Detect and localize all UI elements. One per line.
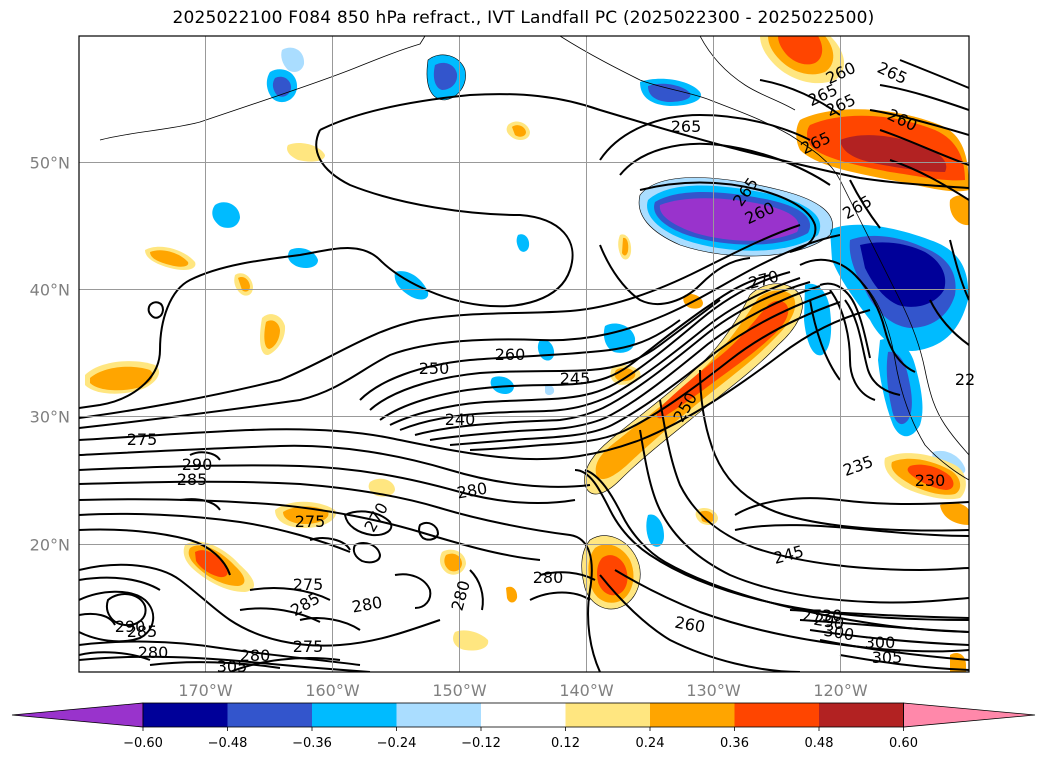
latitude-label: 40°N [30, 281, 70, 300]
latitude-label: 20°N [30, 536, 70, 555]
colorbar-segment [312, 703, 397, 727]
contour-label: 280 [240, 646, 271, 665]
contour-label: 275 [295, 512, 326, 531]
longitude-label: 160°W [305, 681, 360, 700]
contour-label: 275 [293, 575, 324, 594]
contour-label: 275 [127, 430, 158, 449]
longitude-label: 130°W [686, 681, 741, 700]
colorbar-tick-label: 0.12 [551, 736, 580, 751]
colorbar-segment [143, 703, 228, 727]
colorbar-tick-label: −0.60 [123, 736, 163, 751]
colorbar-tick-label: −0.12 [461, 736, 501, 751]
contour-label: 285 [177, 470, 208, 489]
longitude-label: 170°W [178, 681, 233, 700]
colorbar-segment [565, 703, 650, 727]
longitude-labels: 170°W 160°W 150°W 140°W 130°W 120°W [178, 681, 868, 700]
colorbar-tick-label: 0.24 [636, 736, 665, 751]
colorbar-tick-label: 0.60 [889, 736, 918, 751]
contour-label: 300 [865, 633, 896, 652]
positive-anomaly-shading [85, 36, 969, 672]
colorbar: −0.60 −0.48 −0.36 −0.24 −0.12 0.12 0.24 0.36 0.4… [11, 702, 1036, 751]
contour-label: 285 [127, 622, 158, 641]
colorbar-extend-min [11, 702, 144, 728]
contour-label: 280 [138, 643, 169, 662]
contour-label: 22 [955, 370, 975, 389]
colorbar-segment [650, 703, 735, 727]
colorbar-extend-max [903, 702, 1036, 728]
contour-label: 290 [115, 617, 146, 636]
longitude-label: 150°W [432, 681, 487, 700]
contour-label: 250 [419, 359, 450, 378]
lat-lon-grid [79, 36, 969, 672]
map-title: 2025022100 F084 850 hPa refract., IVT La… [172, 8, 875, 28]
shading-outlines [426, 54, 833, 610]
contour-label: 260 [495, 345, 526, 364]
colorbar-segment [481, 703, 566, 727]
latitude-labels: 50°N 40°N 30°N 20°N [30, 154, 70, 555]
contour-label: 230 [915, 471, 946, 490]
colorbar-segment [819, 703, 904, 727]
contour-label: 290 [182, 455, 213, 474]
colorbar-tick-label: −0.24 [377, 736, 417, 751]
colorbar-tick-label: 0.48 [805, 736, 834, 751]
contour-label: 2730 [802, 606, 843, 625]
latitude-label: 30°N [30, 408, 70, 427]
contour-label: 305 [872, 648, 903, 667]
contour-label: 305 [217, 657, 248, 676]
map-frame [78, 35, 970, 673]
colorbar-tick-label: −0.48 [208, 736, 248, 751]
contour-label: 265 [671, 117, 702, 136]
colorbar-frame [142, 702, 904, 728]
colorbar-segment [734, 703, 819, 727]
longitude-label: 120°W [813, 681, 868, 700]
longitude-label: 140°W [559, 681, 614, 700]
contour-label: 240 [445, 410, 476, 429]
colorbar-tick-label: 0.36 [720, 736, 749, 751]
coastlines [99, 36, 969, 481]
colorbar-segment [227, 703, 312, 727]
colorbar-segment [396, 703, 481, 727]
contour-label: 245 [560, 369, 591, 388]
contour-lines [79, 59, 969, 672]
contour-label: 280 [533, 568, 564, 587]
colorbar-tick-label: −0.36 [292, 736, 332, 751]
latitude-label: 50°N [30, 154, 70, 173]
contour-label: 275 [293, 637, 324, 656]
